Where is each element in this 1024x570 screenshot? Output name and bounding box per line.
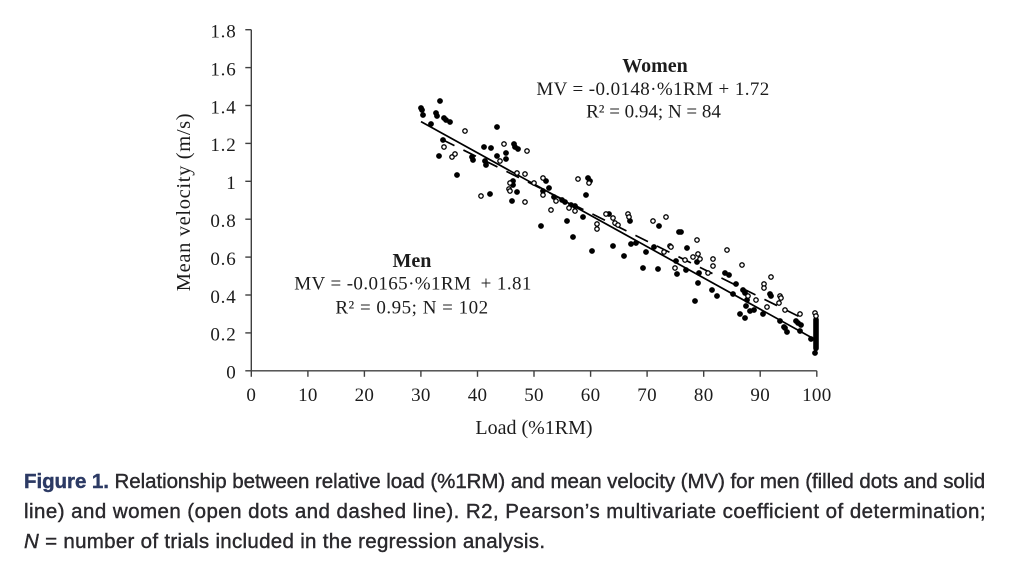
svg-text:Load (%1RM): Load (%1RM) <box>475 417 592 439</box>
svg-text:0.4: 0.4 <box>210 287 236 308</box>
svg-text:R² = 0.95; N = 102: R² = 0.95; N = 102 <box>335 298 488 319</box>
svg-text:70: 70 <box>637 385 657 406</box>
svg-text:60: 60 <box>581 385 601 406</box>
svg-text:1.2: 1.2 <box>210 135 236 156</box>
svg-text:0.6: 0.6 <box>210 249 236 270</box>
svg-text:20: 20 <box>355 385 375 406</box>
svg-text:0.8: 0.8 <box>210 211 236 232</box>
svg-text:80: 80 <box>694 385 714 406</box>
svg-text:30: 30 <box>411 385 431 406</box>
svg-text:40: 40 <box>468 385 488 406</box>
svg-text:100: 100 <box>802 385 831 406</box>
svg-text:90: 90 <box>750 385 770 406</box>
svg-text:MV = -0.0148·%1RM + 1.72: MV = -0.0148·%1RM + 1.72 <box>536 79 769 100</box>
svg-text:Mean velocity (m/s): Mean velocity (m/s) <box>173 113 195 292</box>
svg-text:1.6: 1.6 <box>210 59 236 80</box>
svg-text:0: 0 <box>246 385 256 406</box>
svg-text:0: 0 <box>226 363 236 384</box>
svg-text:1.4: 1.4 <box>210 97 236 118</box>
svg-text:MV = -0.0165·%1RM + 1.81: MV = -0.0165·%1RM + 1.81 <box>294 274 532 295</box>
svg-text:10: 10 <box>298 385 318 406</box>
svg-text:1.8: 1.8 <box>210 22 236 43</box>
svg-text:1: 1 <box>226 173 236 194</box>
svg-text:50: 50 <box>524 385 544 406</box>
svg-text:Women: Women <box>622 55 688 77</box>
svg-text:Men: Men <box>393 250 432 272</box>
svg-text:R² = 0.94; N = 84: R² = 0.94; N = 84 <box>586 102 721 123</box>
svg-text:0.2: 0.2 <box>210 325 236 346</box>
